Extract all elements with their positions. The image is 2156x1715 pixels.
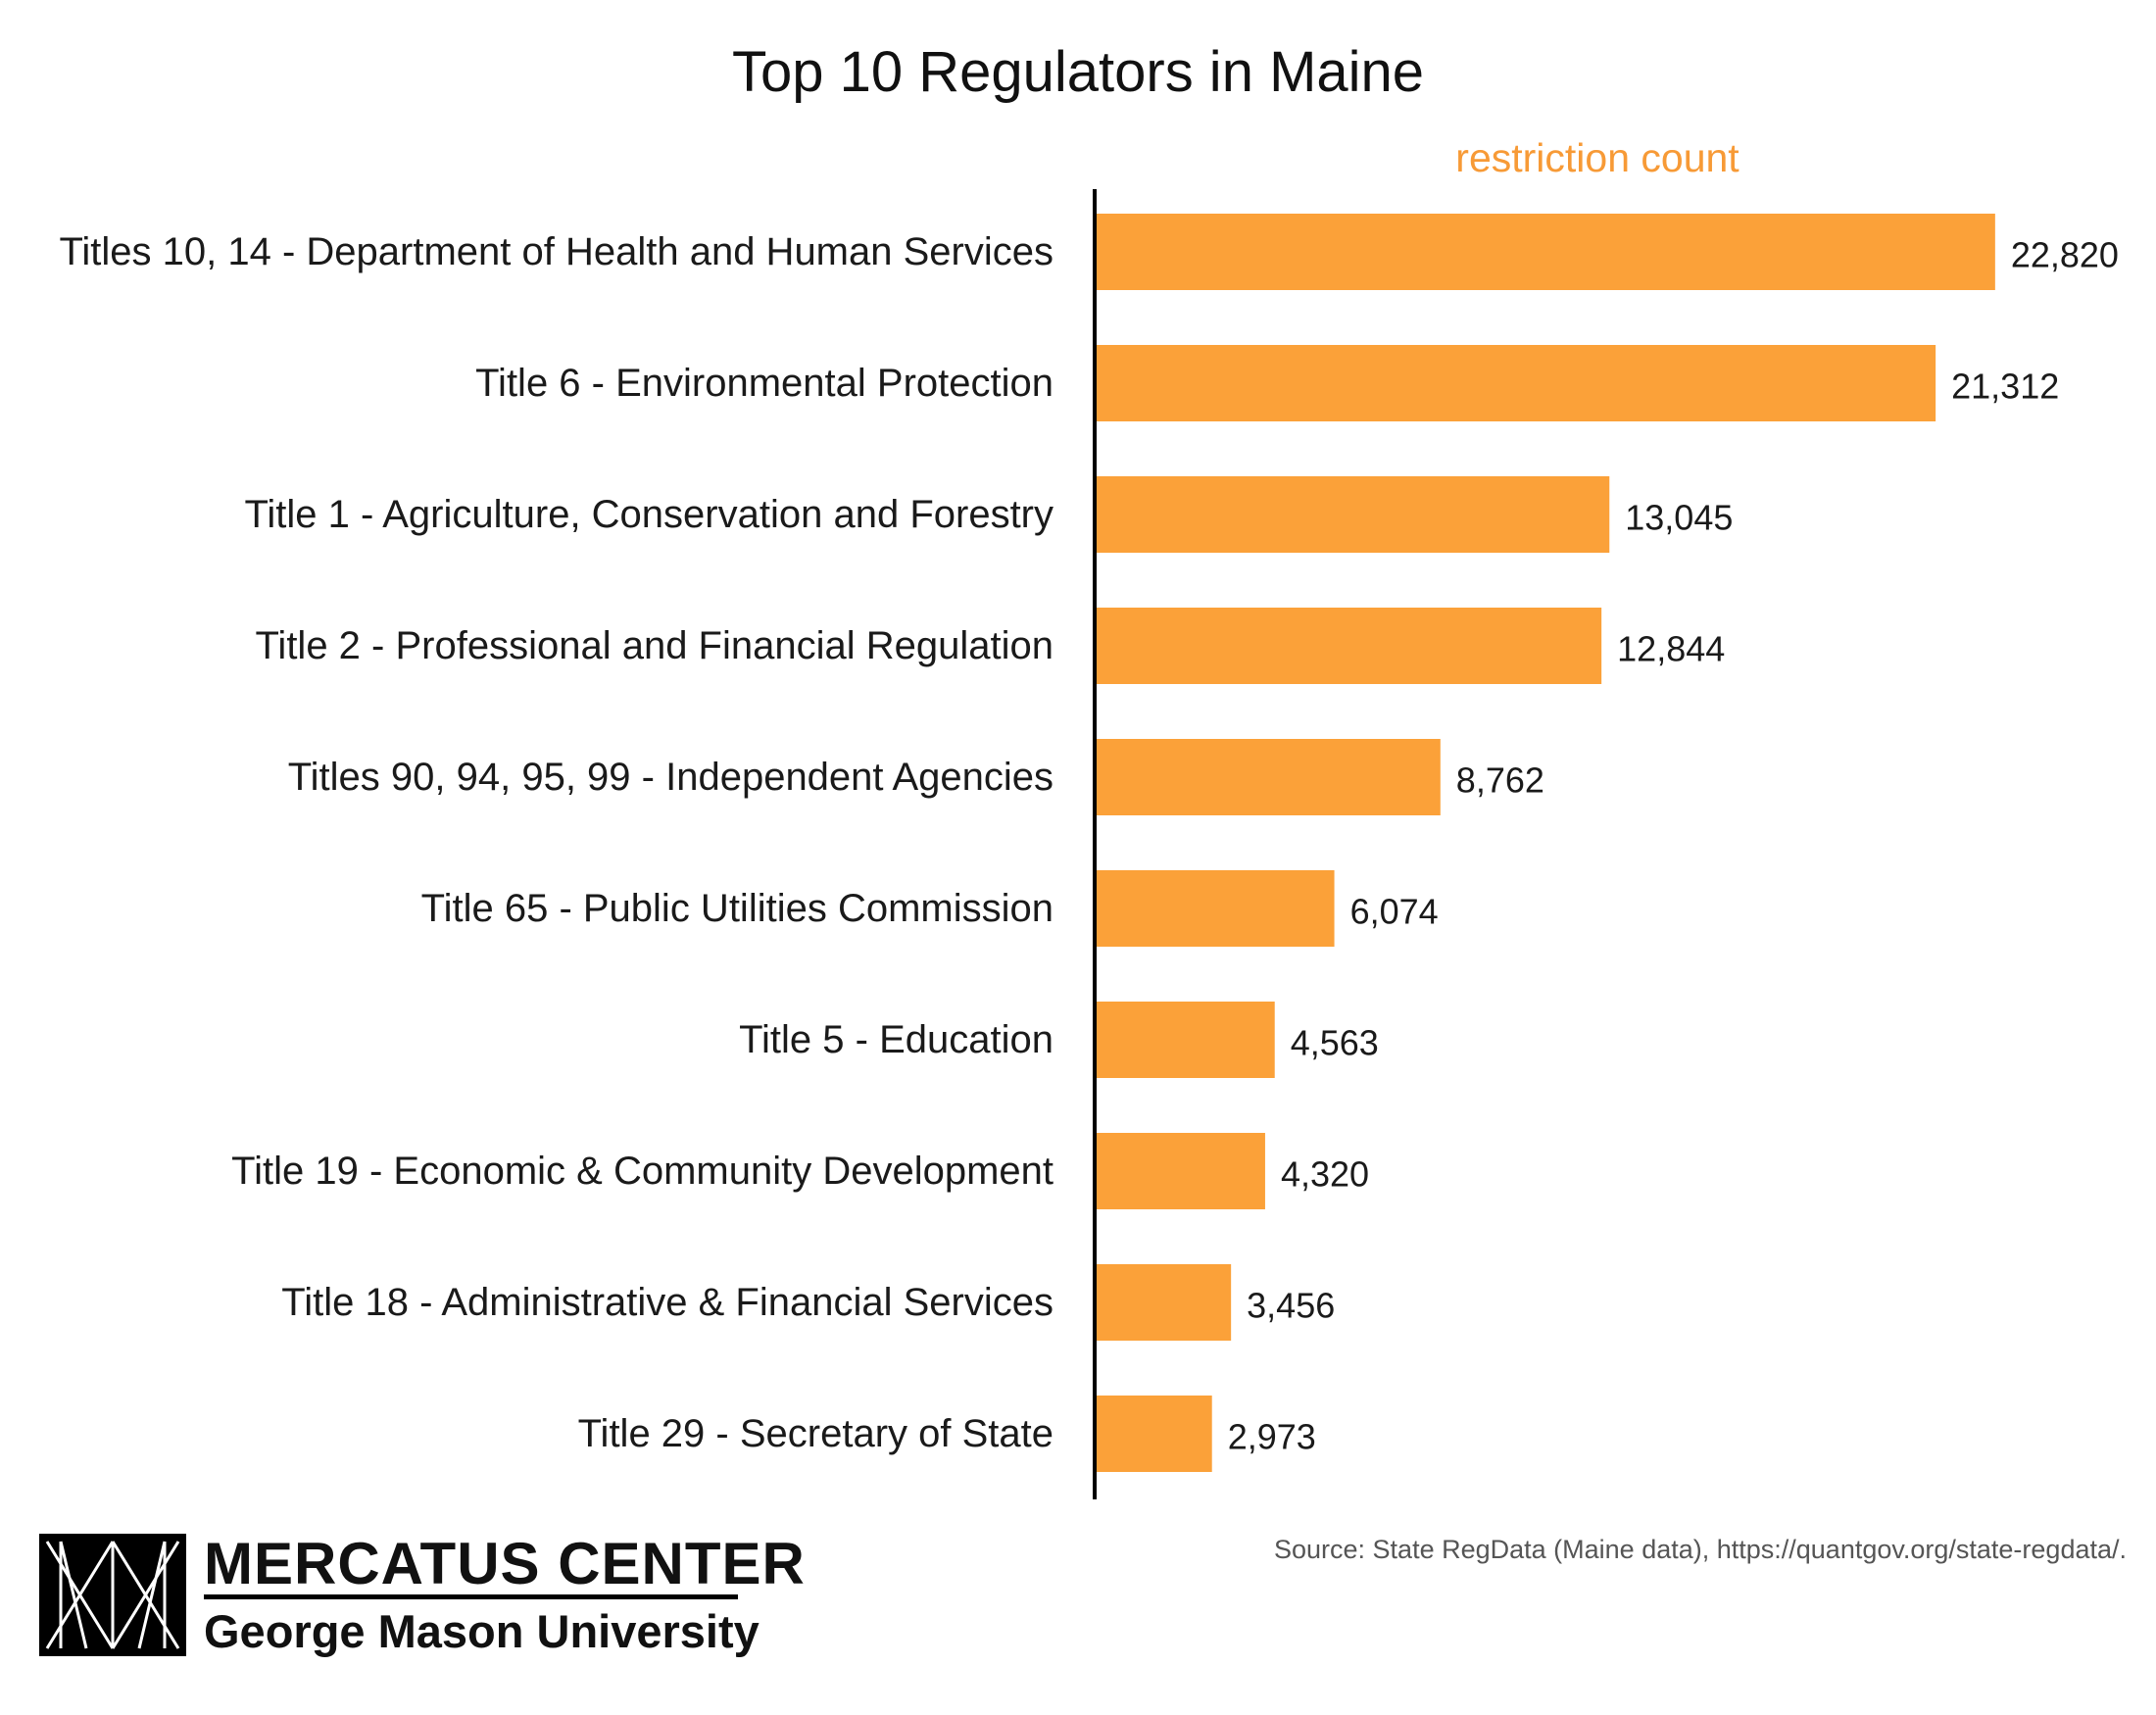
logo-text-mercatus: MERCATUS CENTER [204,1531,806,1596]
measure-label: restriction count [1455,135,1740,180]
mercatus-logo-mark [39,1534,186,1656]
bar-chart: Titles 10, 14 - Department of Health and… [59,189,2119,1499]
source-note: Source: State RegData (Maine data), http… [1274,1535,2127,1564]
value-label: 8,762 [1456,760,1544,801]
value-label: 6,074 [1350,892,1439,932]
bar [1095,1396,1212,1472]
bar [1095,1264,1232,1341]
value-label: 12,844 [1617,629,1725,669]
bar [1095,870,1335,947]
logo-divider [204,1594,738,1599]
category-label: Title 19 - Economic & Community Developm… [231,1150,1054,1193]
category-label: Title 65 - Public Utilities Commission [421,887,1054,930]
category-label: Title 18 - Administrative & Financial Se… [281,1281,1054,1324]
bar [1095,214,1995,290]
category-label: Title 6 - Environmental Protection [475,362,1054,405]
mercatus-logo: MERCATUS CENTER George Mason University [39,1531,805,1657]
logo-text-gmu: George Mason University [204,1605,760,1657]
bar [1095,739,1441,815]
value-label: 21,312 [1951,367,2059,407]
category-label: Titles 10, 14 - Department of Health and… [59,230,1054,273]
chart-title: Top 10 Regulators in Maine [731,40,1425,104]
value-label: 3,456 [1247,1286,1335,1326]
category-label: Title 1 - Agriculture, Conservation and … [244,493,1054,536]
value-label: 4,320 [1281,1154,1369,1195]
bar [1095,345,1936,421]
value-label: 22,820 [2011,235,2119,275]
category-label: Title 5 - Education [739,1018,1054,1061]
category-label: Title 2 - Professional and Financial Reg… [255,624,1054,667]
category-label: Titles 90, 94, 95, 99 - Independent Agen… [288,756,1054,799]
category-label: Title 29 - Secretary of State [578,1412,1054,1455]
value-label: 2,973 [1228,1417,1316,1457]
bar [1095,476,1610,553]
value-label: 4,563 [1291,1023,1379,1063]
value-label: 13,045 [1625,498,1733,538]
bar [1095,1133,1265,1209]
bar [1095,608,1602,684]
bar [1095,1002,1275,1078]
